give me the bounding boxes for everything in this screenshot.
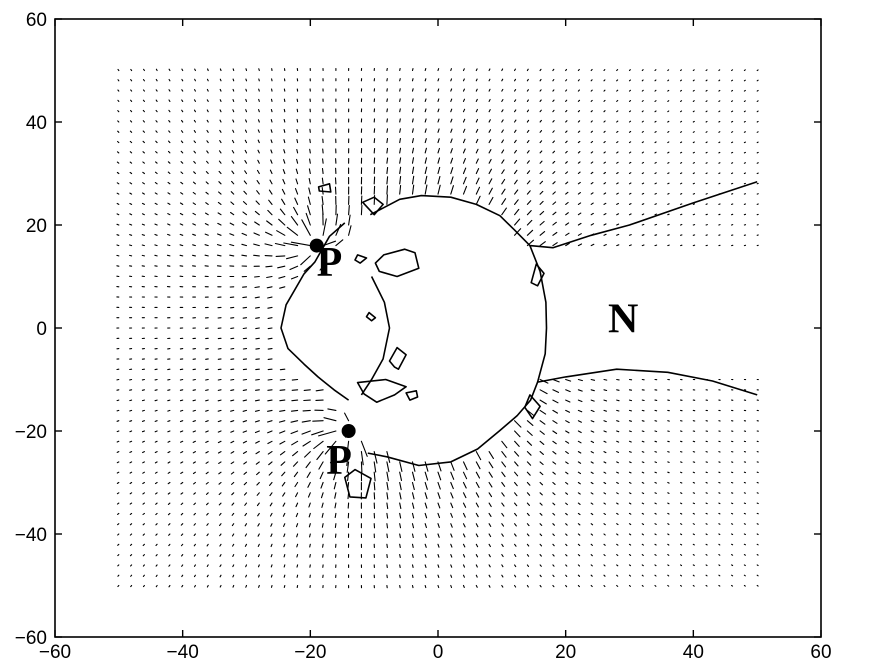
x-tick-label: 20 xyxy=(555,642,576,663)
contour-small-b xyxy=(354,254,368,264)
tissue-contours xyxy=(280,180,758,499)
contour-main-boundary xyxy=(369,180,758,249)
vector-field xyxy=(116,67,759,589)
x-tick-label: −60 xyxy=(39,642,71,663)
contour-main-boundary-lower xyxy=(367,368,758,467)
source-marker xyxy=(341,424,356,438)
contour-island-4 xyxy=(356,378,407,404)
axis-tick-labels: −60 −40 −20 0 20 40 60 −60 −40 −20 0 20 40 60 xyxy=(15,10,832,663)
y-tick-label: 20 xyxy=(26,216,47,237)
x-tick-label: −40 xyxy=(167,642,199,663)
contour-island-2 xyxy=(374,248,420,278)
contour-island-5 xyxy=(405,389,419,401)
annotation-p: P xyxy=(317,240,343,286)
contour-small-a xyxy=(317,183,332,193)
y-tick-label: 0 xyxy=(36,319,47,340)
x-tick-label: 40 xyxy=(683,642,704,663)
region-annotations: P P N xyxy=(317,240,639,484)
contour-left-bulge xyxy=(280,222,350,401)
contour-island-3 xyxy=(388,346,407,371)
y-tick-label: −40 xyxy=(15,525,47,546)
x-tick-label: −20 xyxy=(294,642,326,663)
source-marker xyxy=(309,238,324,253)
contour-small-f xyxy=(343,468,372,499)
y-tick-label: 40 xyxy=(26,113,47,134)
contour-small-e xyxy=(523,394,541,420)
axis-ticks xyxy=(54,18,822,638)
contour-small-c xyxy=(361,196,384,216)
source-markers xyxy=(309,238,356,438)
x-tick-label: 60 xyxy=(810,642,831,663)
x-tick-label: 0 xyxy=(433,642,444,663)
contour-inner-wall xyxy=(360,276,391,396)
field-arrows xyxy=(116,67,759,589)
annotation-p: P xyxy=(326,438,352,484)
y-tick-label: −60 xyxy=(15,628,47,649)
contour-island-1 xyxy=(365,311,377,322)
annotation-n: N xyxy=(608,296,638,342)
contour-small-d xyxy=(530,263,545,287)
y-tick-label: −20 xyxy=(15,422,47,443)
y-tick-label: 60 xyxy=(26,10,47,31)
